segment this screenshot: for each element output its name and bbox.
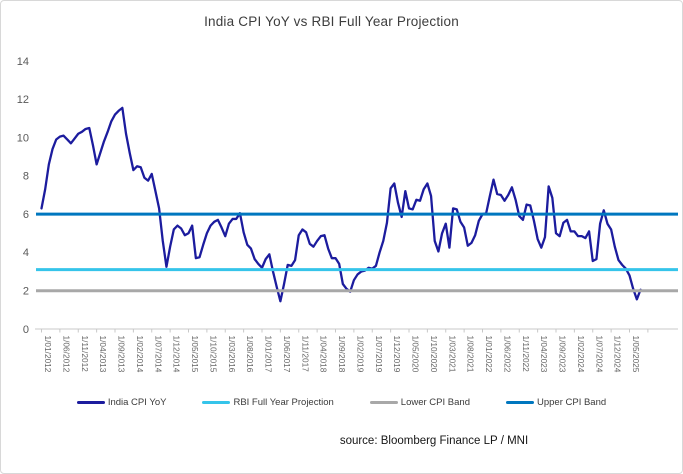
svg-text:10: 10 [17, 132, 29, 144]
svg-text:1/01/2022: 1/01/2022 [484, 336, 494, 373]
legend-label: Lower CPI Band [400, 397, 470, 408]
india-cpi-yoy-line [40, 106, 642, 303]
legend-swatch [505, 400, 534, 405]
svg-text:1/08/2016: 1/08/2016 [245, 336, 255, 373]
legend-item: Lower CPI Band [369, 397, 470, 408]
svg-text:1/11/2022: 1/11/2022 [521, 336, 531, 373]
chart-legend: India CPI YoY RBI Full Year Projection Low… [1, 397, 682, 408]
svg-text:1/04/2013: 1/04/2013 [98, 336, 108, 373]
svg-text:1/05/2020: 1/05/2020 [411, 336, 421, 373]
svg-text:1/12/2024: 1/12/2024 [613, 336, 623, 373]
svg-text:1/07/2014: 1/07/2014 [153, 336, 163, 373]
legend-item: Upper CPI Band [505, 397, 607, 408]
svg-text:1/02/2019: 1/02/2019 [355, 336, 365, 373]
legend-swatch [76, 400, 105, 405]
svg-text:1/01/2012: 1/01/2012 [43, 336, 53, 373]
svg-text:1/11/2012: 1/11/2012 [80, 336, 90, 373]
svg-text:1/07/2024: 1/07/2024 [594, 336, 604, 373]
source-text: source: Bloomberg Finance LP / MNI [339, 435, 529, 447]
svg-text:1/05/2025: 1/05/2025 [631, 336, 641, 373]
svg-text:1/02/2014: 1/02/2014 [135, 336, 145, 373]
svg-text:1/09/2018: 1/09/2018 [337, 336, 347, 373]
svg-text:1/06/2022: 1/06/2022 [502, 336, 512, 373]
svg-text:8: 8 [23, 171, 29, 183]
svg-text:1/08/2021: 1/08/2021 [466, 336, 476, 373]
svg-text:1/12/2019: 1/12/2019 [392, 336, 402, 373]
svg-text:1/07/2019: 1/07/2019 [374, 336, 384, 373]
svg-text:1/06/2017: 1/06/2017 [282, 336, 292, 373]
svg-text:0: 0 [23, 324, 29, 336]
legend-item: India CPI YoY [76, 397, 167, 408]
svg-text:1/04/2018: 1/04/2018 [319, 336, 329, 373]
legend-label: RBI Full Year Projection [233, 397, 334, 408]
svg-text:1/09/2023: 1/09/2023 [558, 336, 568, 373]
legend-swatch [369, 400, 398, 405]
svg-text:1/12/2014: 1/12/2014 [172, 336, 182, 373]
x-axis: 1/01/2012 1/06/2012 1/11/2012 1/04/2013 1/09… [35, 328, 678, 373]
svg-text:1/03/2016: 1/03/2016 [227, 336, 237, 373]
legend-item: RBI Full Year Projection [202, 397, 334, 408]
svg-text:1/06/2012: 1/06/2012 [61, 336, 71, 373]
svg-text:4: 4 [23, 247, 29, 259]
svg-text:1/10/2020: 1/10/2020 [429, 336, 439, 373]
svg-text:1/03/2021: 1/03/2021 [447, 336, 457, 373]
legend-label: Upper CPI Band [536, 397, 607, 408]
svg-text:1/01/2017: 1/01/2017 [264, 336, 274, 373]
chart-title: India CPI YoY vs RBI Full Year Projectio… [204, 14, 459, 29]
svg-text:12: 12 [17, 94, 29, 106]
svg-text:1/11/2017: 1/11/2017 [300, 336, 310, 373]
svg-text:1/02/2024: 1/02/2024 [576, 336, 586, 373]
y-axis-labels: 0 2 4 6 8 10 12 14 [17, 56, 29, 336]
legend-swatch [202, 400, 231, 405]
svg-text:1/04/2023: 1/04/2023 [539, 336, 549, 373]
svg-text:1/10/2015: 1/10/2015 [208, 336, 218, 373]
svg-text:1/09/2013: 1/09/2013 [117, 336, 127, 373]
legend-label: India CPI YoY [107, 397, 167, 408]
svg-text:2: 2 [23, 286, 29, 298]
svg-text:14: 14 [17, 56, 29, 68]
svg-text:1/05/2015: 1/05/2015 [190, 336, 200, 373]
svg-text:6: 6 [23, 209, 29, 221]
